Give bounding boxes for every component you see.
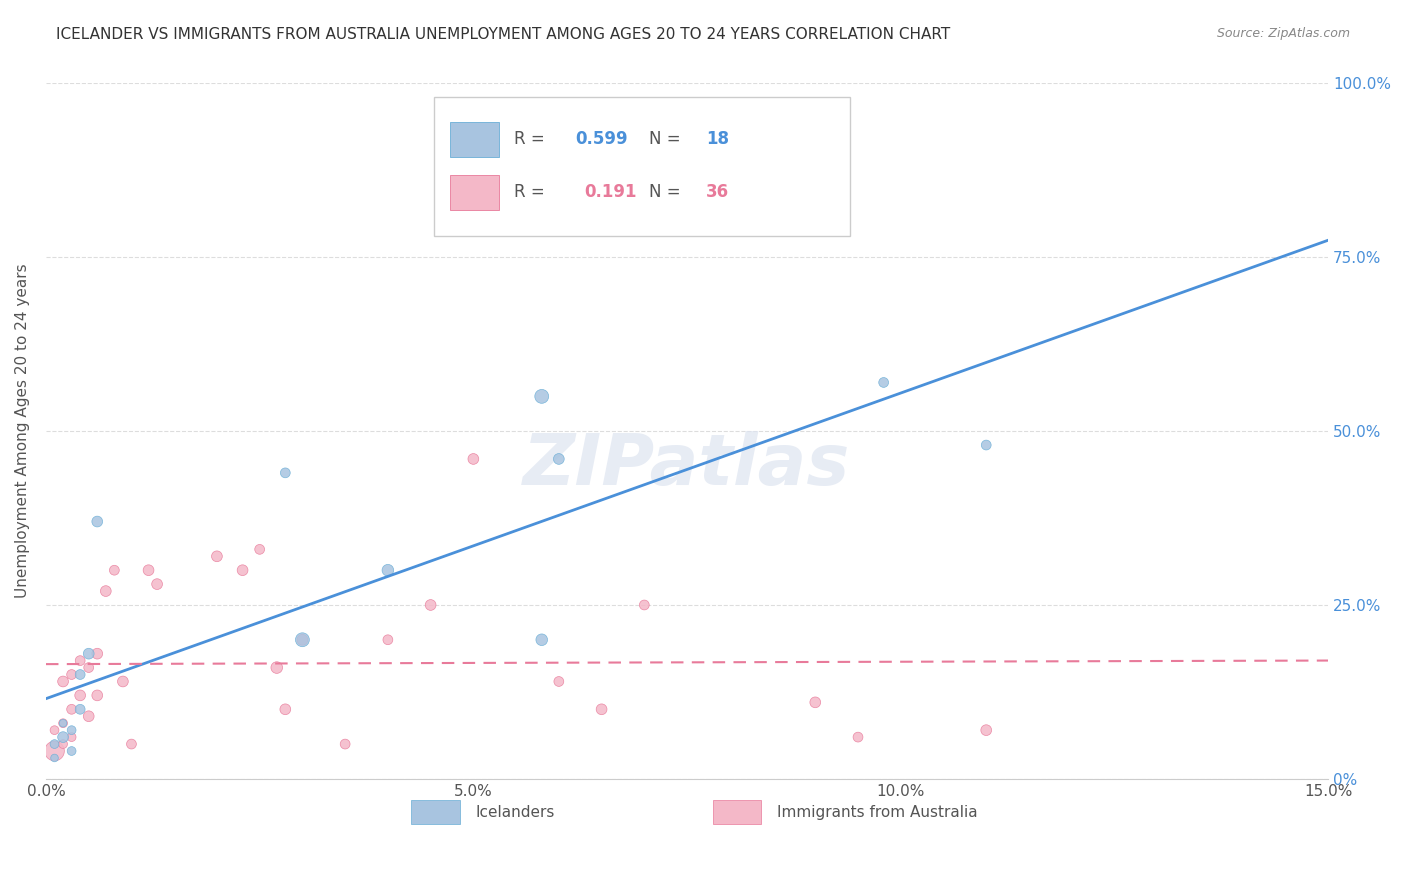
Text: Icelanders: Icelanders xyxy=(475,805,555,820)
Text: R =: R = xyxy=(515,184,555,202)
Text: 0.599: 0.599 xyxy=(575,130,628,148)
Point xyxy=(974,438,997,452)
Point xyxy=(60,723,83,738)
Point xyxy=(591,702,613,716)
Text: ICELANDER VS IMMIGRANTS FROM AUSTRALIA UNEMPLOYMENT AMONG AGES 20 TO 24 YEARS CO: ICELANDER VS IMMIGRANTS FROM AUSTRALIA U… xyxy=(56,27,950,42)
Point xyxy=(547,674,569,689)
Point xyxy=(419,598,441,612)
Point xyxy=(77,647,100,661)
Point xyxy=(232,563,254,577)
Point xyxy=(120,737,142,751)
Point xyxy=(111,674,134,689)
Point xyxy=(69,654,91,668)
Point xyxy=(633,598,655,612)
Point xyxy=(94,584,117,599)
Point xyxy=(69,667,91,681)
Point xyxy=(804,695,827,709)
Point xyxy=(274,466,297,480)
Point xyxy=(274,702,297,716)
Point xyxy=(44,737,66,751)
Point xyxy=(77,660,100,674)
Text: 36: 36 xyxy=(706,184,730,202)
Point xyxy=(60,667,83,681)
Point xyxy=(69,689,91,703)
Point xyxy=(547,452,569,467)
Point xyxy=(463,452,485,467)
Point xyxy=(530,632,553,647)
FancyBboxPatch shape xyxy=(434,97,849,236)
Point xyxy=(138,563,160,577)
Point xyxy=(77,709,100,723)
Point xyxy=(86,689,108,703)
Point xyxy=(146,577,169,591)
Point xyxy=(974,723,997,738)
FancyBboxPatch shape xyxy=(450,122,499,157)
Point xyxy=(60,744,83,758)
Point xyxy=(52,730,75,744)
FancyBboxPatch shape xyxy=(713,800,762,824)
Point xyxy=(86,647,108,661)
Point xyxy=(52,737,75,751)
Point xyxy=(86,515,108,529)
Point xyxy=(377,563,399,577)
Point xyxy=(60,702,83,716)
Text: N =: N = xyxy=(648,184,686,202)
Text: Immigrants from Australia: Immigrants from Australia xyxy=(776,805,977,820)
Point xyxy=(846,730,869,744)
Point xyxy=(60,730,83,744)
Point xyxy=(291,632,314,647)
Text: 0.191: 0.191 xyxy=(585,184,637,202)
Point xyxy=(377,632,399,647)
Point xyxy=(291,632,314,647)
Text: ZIPatlas: ZIPatlas xyxy=(523,432,851,500)
Point xyxy=(44,744,66,758)
Point xyxy=(44,751,66,765)
Point xyxy=(530,389,553,403)
Point xyxy=(52,674,75,689)
Text: R =: R = xyxy=(515,130,550,148)
Y-axis label: Unemployment Among Ages 20 to 24 years: Unemployment Among Ages 20 to 24 years xyxy=(15,264,30,599)
FancyBboxPatch shape xyxy=(450,175,499,210)
Point xyxy=(872,376,894,390)
Text: Source: ZipAtlas.com: Source: ZipAtlas.com xyxy=(1216,27,1350,40)
Point xyxy=(249,542,271,557)
Point xyxy=(69,702,91,716)
Text: 18: 18 xyxy=(706,130,730,148)
Point xyxy=(52,716,75,731)
Point xyxy=(103,563,125,577)
FancyBboxPatch shape xyxy=(412,800,460,824)
Point xyxy=(333,737,356,751)
Point xyxy=(44,723,66,738)
Point xyxy=(52,716,75,731)
Point xyxy=(266,660,288,674)
Point xyxy=(205,549,228,564)
Text: N =: N = xyxy=(648,130,686,148)
